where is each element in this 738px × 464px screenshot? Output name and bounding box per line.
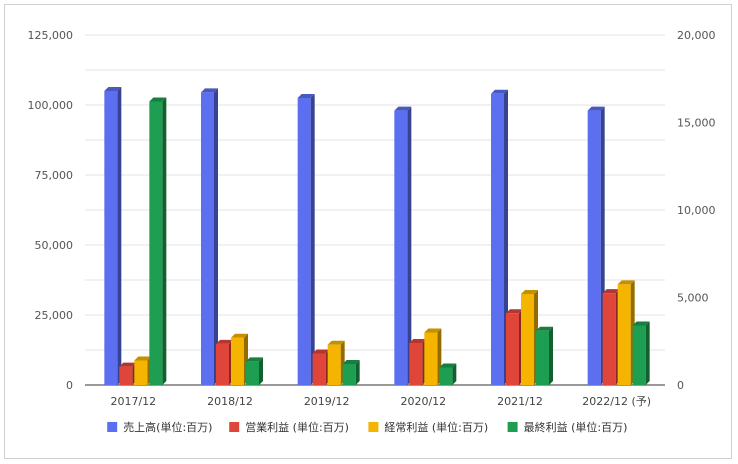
- y-left-tick-label: 75,000: [35, 169, 74, 182]
- legend-swatch: [507, 422, 518, 432]
- bar-4-2: [246, 357, 263, 385]
- y-right-tick-label: 10,000: [677, 204, 716, 217]
- bar-3-3: [327, 340, 345, 385]
- legend-label: 最終利益 (単位:百万): [524, 420, 628, 434]
- legend-item-3: 経常利益 (単位:百万): [368, 420, 488, 434]
- legend-item-1: 売上高(単位:百万): [107, 420, 212, 434]
- bars: [104, 87, 650, 386]
- x-category-label: 2020/12: [400, 395, 446, 408]
- legend-swatch: [368, 422, 379, 432]
- bar-1-1: [104, 87, 122, 385]
- x-category-label: 2018/12: [207, 395, 253, 408]
- bar-4-5: [536, 326, 553, 385]
- legend: 売上高(単位:百万) 営業利益 (単位:百万) 経常利益 (単位:百万) 最終利益 (…: [107, 420, 627, 434]
- x-category-label: 2022/12 (予): [582, 395, 651, 408]
- bar-1-2: [201, 88, 218, 386]
- bar-4-4: [439, 363, 457, 385]
- y-left-tick-label: 125,000: [28, 29, 74, 42]
- bar-chart: 0 25,000 50,000 75,000 100,000 125,000 0 5,000 1…: [28, 29, 716, 434]
- bar-1-3: [297, 94, 315, 385]
- bar-1-6: [587, 106, 605, 385]
- bar-2-4: [409, 339, 427, 385]
- bar-3-6: [617, 280, 635, 385]
- legend-item-4: 最終利益 (単位:百万): [507, 420, 628, 434]
- bar-4-1: [149, 97, 167, 385]
- bar-3-2: [231, 333, 248, 385]
- bar-2-5: [506, 309, 523, 385]
- y-right-tick-label: 0: [677, 379, 684, 392]
- bar-2-2: [216, 339, 233, 385]
- y-left-tick-label: 100,000: [28, 99, 74, 112]
- bar-4-6: [632, 321, 650, 385]
- y-left-tick-label: 0: [66, 379, 73, 392]
- legend-swatch: [107, 422, 118, 432]
- y-right-tick-label: 5,000: [677, 292, 709, 305]
- axes: 0 25,000 50,000 75,000 100,000 125,000 0 5,000 1…: [28, 29, 716, 408]
- legend-label: 経常利益 (単位:百万): [384, 420, 488, 434]
- y-right-tick-label: 20,000: [677, 29, 716, 42]
- bar-2-1: [119, 362, 137, 385]
- bar-4-3: [342, 360, 360, 385]
- legend-item-2: 営業利益 (単位:百万): [229, 420, 349, 434]
- legend-label: 営業利益 (単位:百万): [245, 420, 349, 434]
- y-right-tick-label: 15,000: [677, 117, 716, 130]
- x-category-label: 2017/12: [110, 395, 156, 408]
- legend-swatch: [229, 422, 240, 432]
- bar-3-4: [424, 328, 442, 385]
- y-left-tick-label: 25,000: [35, 309, 74, 322]
- y-left-tick-label: 50,000: [35, 239, 74, 252]
- bar-2-3: [312, 349, 330, 385]
- chart-frame: 0 25,000 50,000 75,000 100,000 125,000 0 5,000 1…: [4, 4, 732, 459]
- x-category-label: 2021/12: [497, 395, 543, 408]
- bar-1-4: [394, 106, 412, 385]
- legend-label: 売上高(単位:百万): [123, 420, 212, 434]
- bar-3-1: [134, 356, 152, 385]
- bar-1-5: [491, 89, 508, 386]
- bar-3-5: [521, 290, 538, 385]
- x-category-label: 2019/12: [304, 395, 350, 408]
- gridlines: [85, 34, 665, 386]
- bar-2-6: [602, 289, 620, 385]
